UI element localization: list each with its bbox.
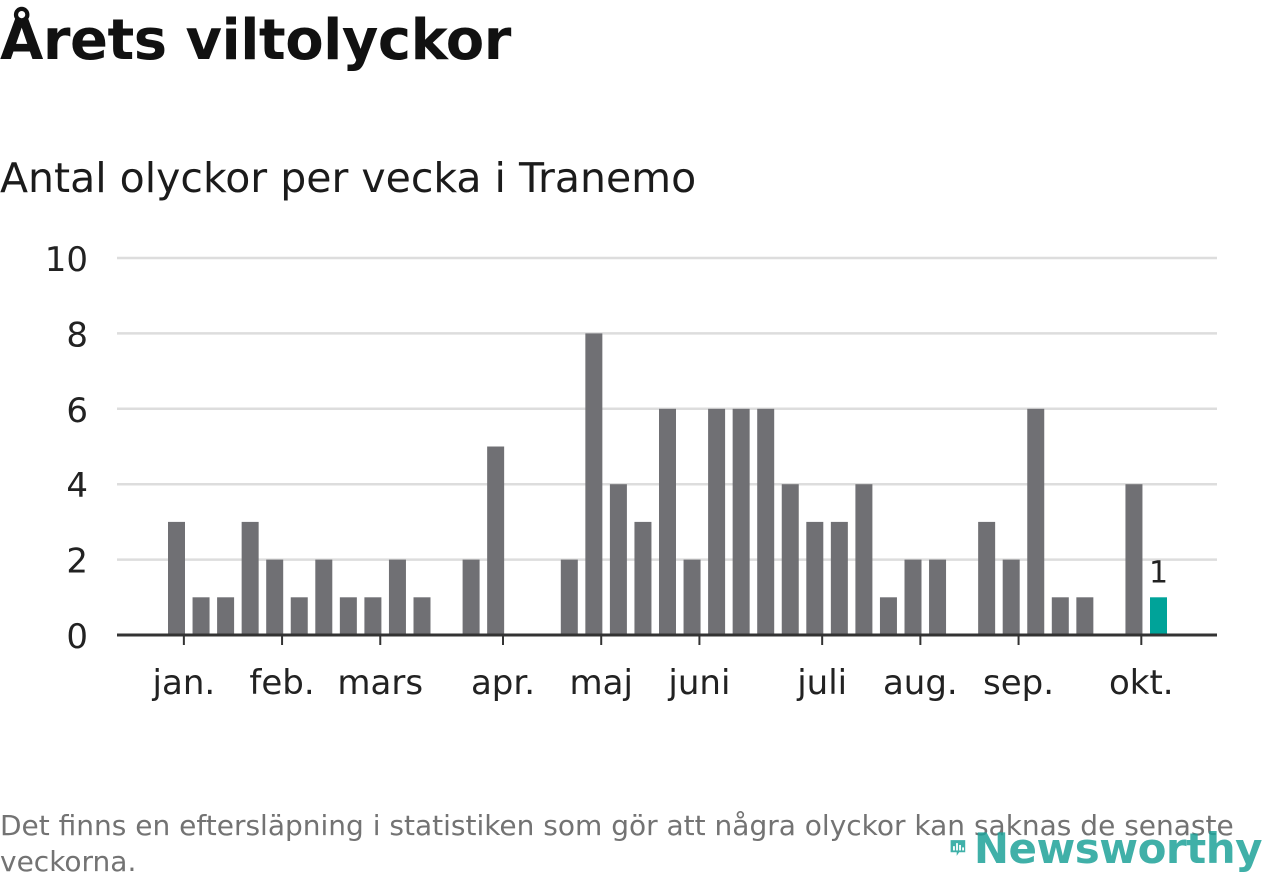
bar bbox=[192, 597, 210, 635]
x-tick-label: maj bbox=[570, 663, 633, 703]
bar bbox=[683, 559, 701, 635]
bar bbox=[855, 484, 873, 635]
bar bbox=[806, 521, 824, 635]
bar-highlight bbox=[1150, 597, 1167, 635]
bar bbox=[708, 408, 726, 635]
bar bbox=[904, 559, 922, 635]
x-tick-label: mars bbox=[337, 663, 423, 703]
y-tick-label: 10 bbox=[45, 240, 88, 280]
x-tick-label: juni bbox=[667, 663, 730, 703]
bar bbox=[609, 484, 627, 635]
bar bbox=[388, 559, 406, 635]
bar bbox=[339, 597, 357, 635]
bar bbox=[830, 521, 848, 635]
bar bbox=[781, 484, 799, 635]
bar bbox=[560, 559, 578, 635]
bar bbox=[241, 521, 259, 635]
chart-subtitle: Antal olyckor per vecka i Tranemo bbox=[0, 154, 697, 202]
bar bbox=[168, 521, 185, 635]
x-tick-label: aug. bbox=[883, 663, 958, 703]
bar bbox=[879, 597, 897, 635]
bar bbox=[585, 333, 603, 635]
chart-title: Årets viltolyckor bbox=[0, 8, 511, 73]
bar bbox=[978, 521, 996, 635]
bar bbox=[1002, 559, 1020, 635]
bar bbox=[757, 408, 775, 635]
bar bbox=[634, 521, 652, 635]
bar bbox=[487, 446, 505, 635]
y-tick-label: 6 bbox=[66, 391, 88, 431]
bar bbox=[462, 559, 480, 635]
bar bbox=[929, 559, 947, 635]
y-tick-label: 2 bbox=[66, 542, 88, 582]
bar-chart: 0 2 4 6 8 10 1 jan. feb. mars apr. maj juni juli aug. s… bbox=[45, 240, 1217, 703]
x-tick-label: feb. bbox=[249, 663, 314, 703]
data-label: 1 bbox=[1149, 555, 1168, 590]
bar bbox=[266, 559, 284, 635]
logo-icon bbox=[950, 840, 966, 856]
y-tick-label: 4 bbox=[66, 466, 88, 506]
bar bbox=[315, 559, 333, 635]
x-tick-label: apr. bbox=[471, 663, 535, 703]
logo-text: Newsworthy bbox=[973, 823, 1262, 873]
x-tick-label: jan. bbox=[152, 663, 216, 703]
bar bbox=[1076, 597, 1094, 635]
bar bbox=[290, 597, 308, 635]
bar bbox=[364, 597, 382, 635]
bar bbox=[413, 597, 431, 635]
x-tick-label: okt. bbox=[1109, 663, 1174, 703]
bar bbox=[217, 597, 235, 635]
bar bbox=[659, 408, 676, 635]
x-tick-label: juli bbox=[796, 663, 847, 703]
x-tick-label: sep. bbox=[983, 663, 1054, 703]
y-tick-label: 8 bbox=[66, 315, 88, 355]
y-tick-label: 0 bbox=[66, 617, 88, 657]
bar bbox=[1125, 484, 1143, 635]
bar bbox=[732, 408, 750, 635]
bar bbox=[1051, 597, 1069, 635]
footnote: Det finns en eftersläpning i statistiken… bbox=[0, 809, 1234, 878]
newsworthy-logo: Newsworthy bbox=[950, 818, 1262, 878]
bar bbox=[1027, 408, 1045, 635]
